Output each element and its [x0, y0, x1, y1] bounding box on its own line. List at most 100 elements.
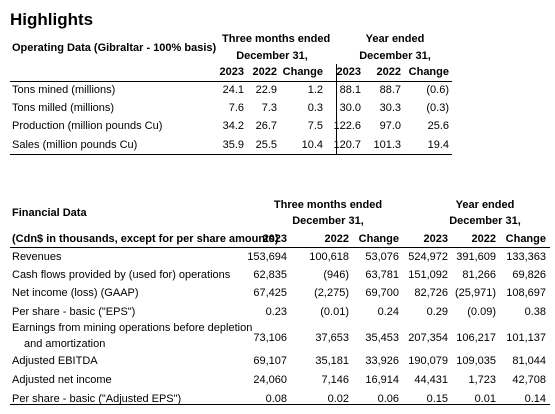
operating-col-header: Change: [282, 66, 323, 78]
financial-cell: 391,609: [456, 251, 496, 263]
financial-row-label: Cash flows provided by (used for) operat…: [12, 269, 231, 281]
financial-cell: 0.08: [265, 393, 287, 405]
operating-col-header: 2022: [252, 66, 277, 78]
financial-cell: 108,697: [506, 287, 546, 299]
operating-col-header: Change: [408, 66, 449, 78]
financial-col-header: Change: [505, 233, 546, 245]
financial-cell: (0.01): [320, 306, 349, 318]
financial-row-label: Revenues: [12, 251, 62, 263]
op-group2-line2: December 31,: [359, 50, 431, 62]
operating-cell: 7.5: [307, 120, 323, 132]
operating-cell: 122.6: [333, 120, 361, 132]
operating-cell: 120.7: [333, 139, 361, 151]
financial-cell: 62,835: [253, 269, 287, 281]
financial-cell: 0.24: [377, 306, 399, 318]
page-title: Highlights: [10, 10, 94, 29]
operating-cell: 88.1: [339, 84, 361, 96]
op-bottom-rule: [10, 154, 452, 155]
operating-row-label: Tons mined (millions): [12, 84, 116, 96]
op-group1-line2: December 31,: [236, 50, 308, 62]
financial-cell: 0.14: [524, 393, 546, 405]
financial-cell: 0.29: [426, 306, 448, 318]
fin-group2-line2: December 31,: [449, 215, 521, 227]
financial-data-sublabel: (Cdn$ in thousands, except for per share…: [12, 233, 279, 245]
financial-cell: 16,914: [365, 374, 399, 386]
operating-cell: 26.7: [255, 120, 277, 132]
op-header-rule: [10, 81, 452, 82]
operating-cell: 10.4: [301, 139, 323, 151]
financial-row-label: Net income (loss) (GAAP): [12, 287, 139, 299]
financial-cell: 524,972: [408, 251, 448, 263]
financial-cell: 106,217: [456, 332, 496, 344]
financial-row-label-continued: and amortization: [24, 338, 106, 350]
financial-col-header: 2022: [471, 233, 496, 245]
financial-cell: (0.09): [467, 306, 496, 318]
operating-cell: 25.5: [255, 139, 277, 151]
operating-col-header: 2023: [336, 66, 361, 78]
financial-cell: 151,092: [408, 269, 448, 281]
operating-col-header: 2023: [219, 66, 244, 78]
financial-cell: 67,425: [253, 287, 287, 299]
financial-cell: 0.06: [377, 393, 399, 405]
operating-cell: 30.0: [339, 102, 361, 114]
financial-cell: 69,107: [253, 355, 287, 367]
financial-cell: 207,354: [408, 332, 448, 344]
operating-cell: 88.7: [379, 84, 401, 96]
financial-col-header: Change: [358, 233, 399, 245]
financial-row-label: Adjusted EBITDA: [12, 355, 98, 367]
financial-cell: 0.38: [524, 306, 546, 318]
financial-cell: 24,060: [253, 374, 287, 386]
operating-cell: (0.6): [426, 84, 449, 96]
operating-col-header: 2022: [376, 66, 401, 78]
financial-cell: 0.02: [327, 393, 349, 405]
financial-cell: 109,035: [456, 355, 496, 367]
financial-cell: 100,618: [309, 251, 349, 263]
fin-bottom-rule: [10, 404, 550, 405]
financial-cell: 69,826: [512, 269, 546, 281]
op-group1-line1: Three months ended: [222, 33, 331, 45]
financial-cell: 35,181: [315, 355, 349, 367]
financial-cell: 35,453: [365, 332, 399, 344]
financial-cell: 82,726: [414, 287, 448, 299]
financial-cell: 0.01: [474, 393, 496, 405]
financial-cell: 7,146: [321, 374, 349, 386]
operating-cell: 30.3: [379, 102, 401, 114]
operating-cell: 34.2: [222, 120, 244, 132]
operating-row-label: Production (million pounds Cu): [12, 120, 163, 132]
operating-cell: (0.3): [426, 102, 449, 114]
operating-cell: 25.6: [427, 120, 449, 132]
financial-row-label: Adjusted net income: [12, 374, 112, 386]
financial-row-label: Per share - basic ("EPS"): [12, 306, 136, 318]
financial-row-label: Per share - basic ("Adjusted EPS"): [12, 393, 182, 405]
financial-cell: 153,694: [247, 251, 287, 263]
financial-cell: 133,363: [506, 251, 546, 263]
fin-header-rule: [10, 247, 550, 248]
financial-row-label: Earnings from mining operations before d…: [12, 322, 253, 334]
operating-cell: 7.3: [261, 102, 277, 114]
financial-cell: 73,106: [253, 332, 287, 344]
operating-cell: 19.4: [427, 139, 449, 151]
financial-cell: 0.15: [426, 393, 448, 405]
operating-cell: 7.6: [228, 102, 244, 114]
operating-data-label: Operating Data (Gibraltar - 100% basis): [12, 42, 217, 54]
operating-cell: 22.9: [255, 84, 277, 96]
fin-group1-line2: December 31,: [292, 215, 364, 227]
financial-cell: 42,708: [512, 374, 546, 386]
financial-cell: (25,971): [455, 287, 496, 299]
financial-col-header: 2022: [324, 233, 349, 245]
financial-cell: 44,431: [414, 374, 448, 386]
financial-cell: (2,275): [314, 287, 349, 299]
financial-col-header: 2023: [262, 233, 287, 245]
fin-group2-line1: Year ended: [455, 199, 515, 211]
fin-group1-line1: Three months ended: [273, 199, 383, 211]
financial-cell: 37,653: [315, 332, 349, 344]
op-group2-line1: Year ended: [365, 33, 425, 45]
financial-cell: 190,079: [408, 355, 448, 367]
financial-cell: 1,723: [468, 374, 496, 386]
financial-cell: 63,781: [365, 269, 399, 281]
financial-cell: 69,700: [365, 287, 399, 299]
financial-cell: (946): [323, 269, 349, 281]
financial-cell: 0.23: [265, 306, 287, 318]
operating-cell: 1.2: [307, 84, 323, 96]
operating-cell: 101.3: [373, 139, 401, 151]
